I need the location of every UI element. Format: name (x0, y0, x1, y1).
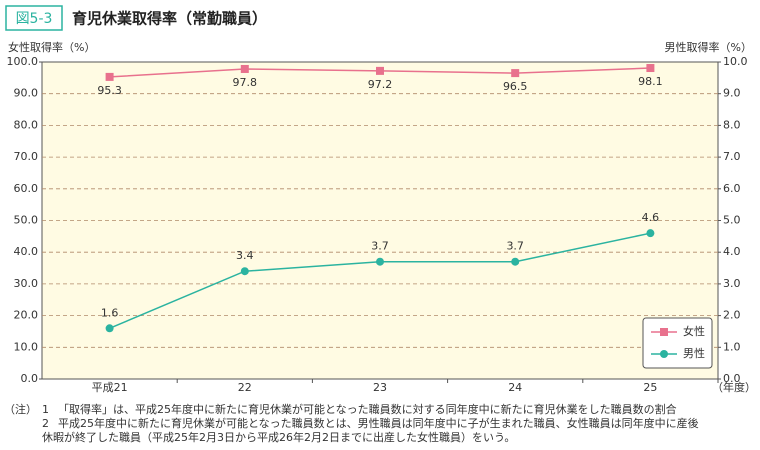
marker (105, 324, 114, 333)
y2-tick-label: 0.0 (723, 372, 741, 385)
y2-axis-title: 男性取得率（%） (665, 40, 752, 54)
note-number: 2 (42, 417, 49, 430)
y2-tick-label: 2.0 (723, 309, 741, 322)
y2-tick-label: 4.0 (723, 245, 741, 258)
y-tick-label: 70.0 (14, 150, 39, 163)
data-label: 3.7 (506, 240, 524, 253)
y-tick-label: 10.0 (14, 340, 39, 353)
y-tick-label: 90.0 (14, 87, 39, 100)
marker (511, 69, 520, 78)
data-label: 4.6 (642, 211, 660, 224)
data-label: 97.8 (233, 76, 258, 89)
data-label: 98.1 (638, 75, 663, 88)
x-tick-label: 24 (508, 381, 522, 394)
legend-marker (660, 328, 668, 336)
x-axis-title: （年度） (712, 380, 756, 394)
y2-tick-label: 9.0 (723, 87, 741, 100)
note-text: 平成25年度中に新たに育児休業が可能となった職員数とは、男性職員は同年度中に子が… (58, 416, 699, 430)
y2-tick-label: 3.0 (723, 277, 741, 290)
marker (511, 257, 520, 266)
marker (105, 72, 114, 81)
legend-marker (660, 350, 668, 358)
y-tick-label: 20.0 (14, 309, 39, 322)
marker (240, 267, 249, 276)
x-tick-label: 平成21 (92, 381, 128, 394)
y2-tick-label: 8.0 (723, 118, 741, 131)
data-label: 96.5 (503, 80, 528, 93)
y-tick-label: 50.0 (14, 214, 39, 227)
x-tick-label: 23 (373, 381, 387, 394)
data-label: 1.6 (101, 306, 119, 319)
x-tick-label: 25 (643, 381, 657, 394)
note-text: 「取得率」は、平成25年度中に新たに育児休業が可能となった職員数に対する同年度中… (58, 402, 677, 416)
y2-tick-label: 5.0 (723, 214, 741, 227)
y-tick-label: 100.0 (7, 55, 39, 68)
y2-tick-label: 1.0 (723, 340, 741, 353)
chart-title: 育児休業取得率（常勤職員） (72, 10, 267, 28)
legend-label: 男性 (683, 346, 705, 360)
y-tick-label: 0.0 (21, 372, 39, 385)
data-label: 3.7 (371, 240, 389, 253)
y-tick-label: 30.0 (14, 277, 39, 290)
marker (646, 64, 655, 73)
marker (376, 257, 384, 266)
note-text: 休暇が終了した職員（平成25年2月3日から平成26年2月2日までに出産した女性職… (42, 430, 515, 444)
marker (240, 64, 249, 73)
figure-label-box (5, 5, 63, 31)
y-tick-label: 80.0 (14, 118, 39, 131)
marker (646, 229, 655, 238)
y-tick-label: 60.0 (14, 182, 39, 195)
data-label: 95.3 (97, 84, 122, 97)
data-label: 97.2 (368, 78, 393, 91)
x-tick-label: 22 (238, 381, 252, 394)
y-tick-label: 40.0 (14, 245, 39, 258)
marker (376, 66, 384, 75)
y2-tick-label: 10.0 (723, 55, 748, 68)
y2-tick-label: 7.0 (723, 150, 741, 163)
note-number: 1 (42, 403, 49, 416)
figure-label: 図5-3 (16, 11, 53, 27)
data-label: 3.4 (236, 249, 254, 262)
notes-label: （注） (4, 402, 37, 416)
y2-tick-label: 6.0 (723, 182, 741, 195)
legend-label: 女性 (683, 324, 705, 338)
y-axis-title: 女性取得率（%） (8, 40, 95, 54)
